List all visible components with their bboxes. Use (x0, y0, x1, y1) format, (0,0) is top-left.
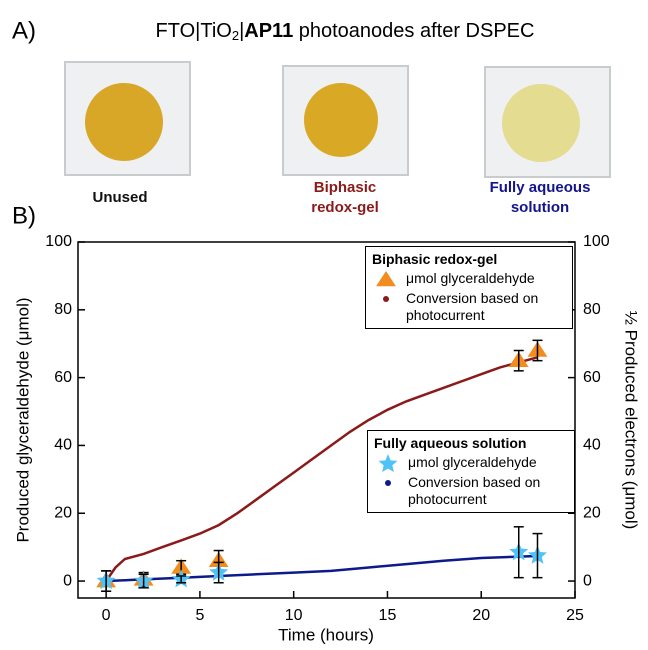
y-tick-label: 100 (45, 233, 72, 250)
y2-axis-title: ½ Produced electrons (μmol) (622, 311, 641, 530)
legend-symbol (385, 480, 391, 486)
star-marker (378, 454, 398, 472)
x-axis-title: Time (hours) (278, 625, 374, 644)
error-bar (513, 349, 524, 372)
x-tick-label: 15 (379, 607, 397, 624)
y-axis-title: Produced glyceraldehyde (μmol) (13, 297, 32, 542)
legend-entry: Conversion based on photocurrent (374, 474, 568, 508)
conversion-line (105, 356, 538, 582)
x-tick-label: 0 (102, 607, 111, 624)
sample-label: Biphasic redox-gel (311, 179, 379, 216)
title-sub: 2 (232, 28, 239, 43)
photo (484, 66, 611, 178)
error-bar (513, 526, 524, 579)
title-part: | (239, 20, 244, 42)
legend-symbol (383, 296, 389, 302)
x-tick-label: 25 (566, 607, 584, 624)
legend-label: Conversion based on photocurrent (406, 290, 539, 323)
legend-entry: μmol glyceraldehyde (372, 270, 566, 288)
legend-symbol (376, 271, 396, 287)
legend-dot (383, 296, 389, 302)
legend-entry: μmol glyceraldehyde (374, 454, 568, 472)
title-part: photoanodes after DSPEC (293, 20, 534, 42)
legend-label: μmol glyceraldehyde (406, 270, 535, 286)
error-bar (532, 532, 543, 579)
legend: Biphasic redox-gel μmol glyceraldehyde Con… (365, 246, 573, 329)
legend: Fully aqueous solution μmol glyceraldehyd… (367, 430, 575, 513)
sample-label: Unused (92, 189, 148, 206)
y2-tick-label: 20 (583, 504, 601, 521)
legend-dot (385, 480, 391, 486)
legend-title: Biphasic redox-gel (372, 251, 498, 267)
y-tick-label: 20 (54, 504, 72, 521)
y-tick-label: 0 (63, 572, 72, 589)
y2-tick-label: 100 (583, 233, 610, 250)
y2-tick-label: 40 (583, 437, 601, 454)
photo (64, 61, 191, 176)
x-tick-label: 10 (285, 607, 303, 624)
title-part: FTO|TiO (156, 20, 232, 42)
panel-label: A) (12, 17, 36, 44)
triangle-marker (376, 271, 396, 287)
panel-label: B) (12, 202, 36, 229)
legend-label: Conversion based on photocurrent (408, 474, 541, 507)
photo (282, 65, 409, 176)
y2-tick-label: 80 (583, 301, 601, 318)
legend-label: μmol glyceraldehyde (408, 454, 537, 470)
y2-tick-label: 0 (583, 572, 592, 589)
plot-frame (77, 241, 576, 599)
legend-title: Fully aqueous solution (374, 435, 527, 451)
conversion-line (106, 554, 538, 583)
error-bar (138, 573, 149, 589)
error-bar (101, 570, 112, 592)
error-bar (213, 561, 224, 584)
y2-tick-label: 60 (583, 369, 601, 386)
x-tick-label: 20 (472, 607, 490, 624)
title-bold: AP11 (244, 20, 293, 42)
y-tick-label: 80 (54, 301, 72, 318)
x-tick-label: 5 (195, 607, 204, 624)
panel-title: FTO|TiO2|AP11 photoanodes after DSPEC (156, 20, 535, 43)
error-bar (176, 575, 187, 584)
legend-entry: Conversion based on photocurrent (372, 290, 566, 324)
y-tick-label: 60 (54, 369, 72, 386)
y-tick-label: 40 (54, 437, 72, 454)
sample-label: Fully aqueous solution (489, 179, 591, 216)
error-bar (532, 339, 543, 362)
legend-symbol (378, 454, 398, 472)
